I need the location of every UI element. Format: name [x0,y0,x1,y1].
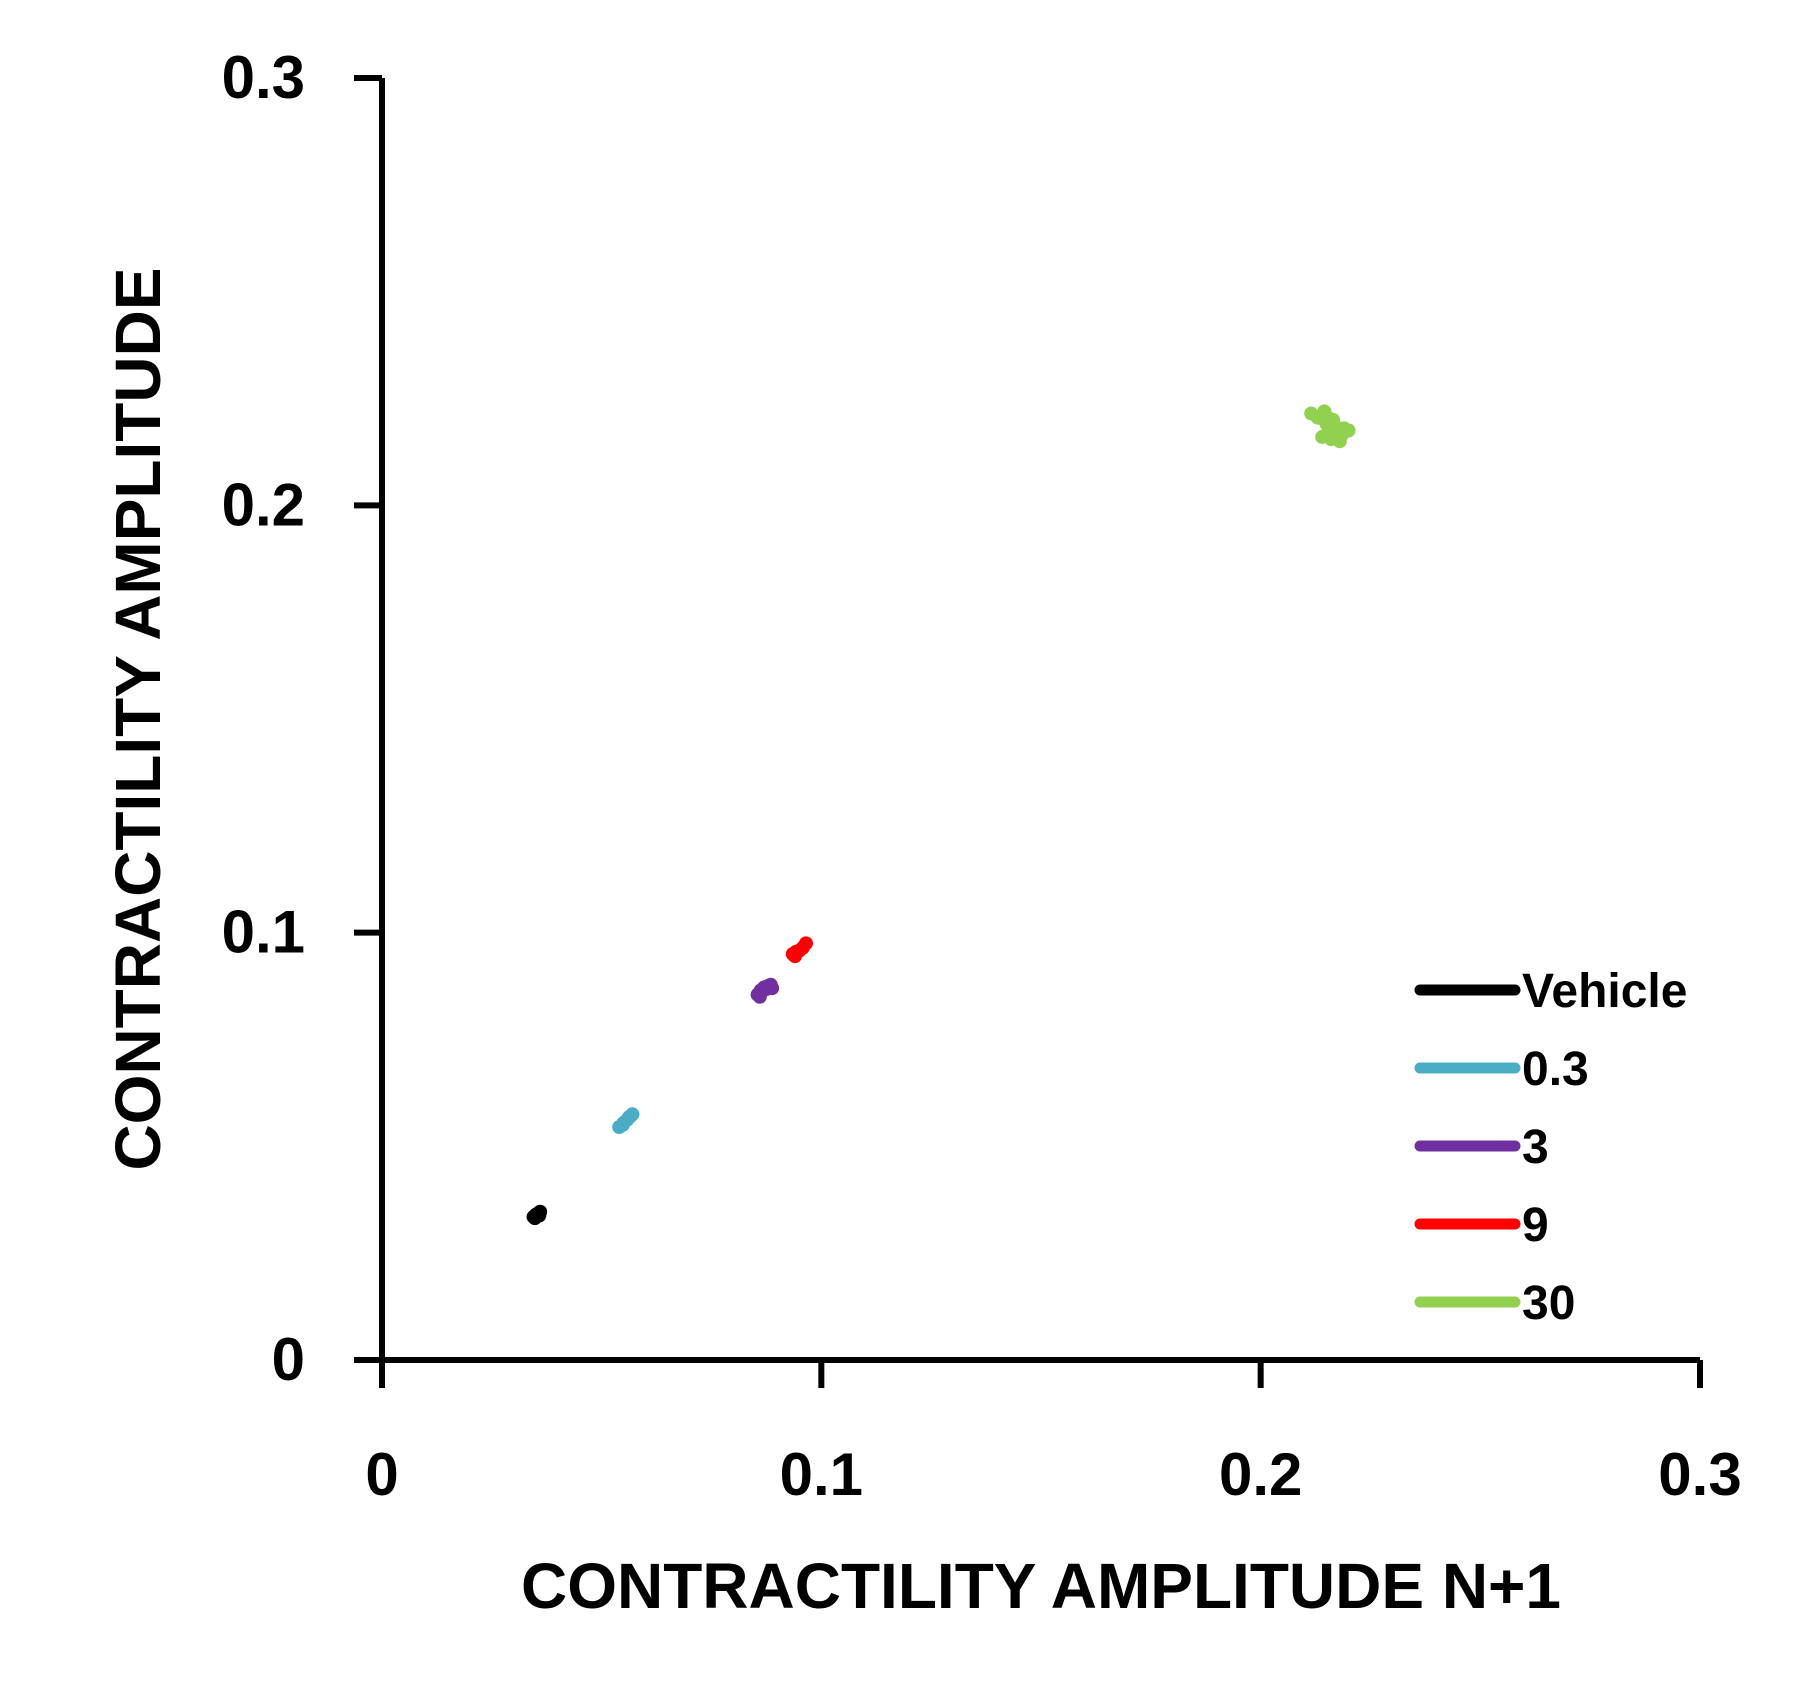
x-axis-title: CONTRACTILITY AMPLITUDE N+1 [521,1550,1561,1622]
legend-item: 30 [1414,1277,1575,1330]
series-3 [785,936,813,964]
series-1 [612,1107,640,1135]
axes [379,78,1700,1363]
data-point [532,1208,547,1223]
x-tick-label: 0.1 [780,1441,863,1508]
y-axis-title: CONTRACTILITY AMPLITUDE [102,267,174,1170]
ticks: 0 0.1 0.2 0.3 0 0.1 0.2 0.3 [222,44,1742,1508]
data-point [621,1110,636,1125]
data-point [1334,427,1349,442]
y-tick-label: 0.3 [222,44,305,111]
legend: Vehicle 0.3 3 9 30 [1414,965,1687,1330]
y-tick-label: 0.2 [222,471,305,538]
legend-label: Vehicle [1522,965,1687,1018]
plot-area [526,404,1356,1226]
legend-item: 3 [1414,1121,1549,1174]
legend-item: 9 [1414,1199,1549,1252]
legend-item: 0.3 [1414,1043,1589,1096]
x-tick-label: 0 [365,1441,398,1508]
series-2 [750,977,780,1004]
data-point [1321,423,1336,438]
legend-label: 9 [1522,1199,1549,1252]
data-point [798,936,813,951]
series-4 [1304,404,1356,449]
x-tick-label: 0.2 [1219,1441,1302,1508]
data-point [1317,404,1332,419]
legend-item: Vehicle [1414,965,1687,1018]
series-0 [526,1204,548,1226]
data-point [1326,412,1341,427]
legend-label: 3 [1522,1121,1549,1174]
data-point [787,949,802,964]
x-tick-label: 0.3 [1658,1441,1741,1508]
data-point [765,981,780,996]
legend-label: 30 [1522,1277,1575,1330]
y-tick-label: 0 [272,1326,305,1393]
y-tick-label: 0.1 [222,899,305,966]
legend-label: 0.3 [1522,1043,1589,1096]
